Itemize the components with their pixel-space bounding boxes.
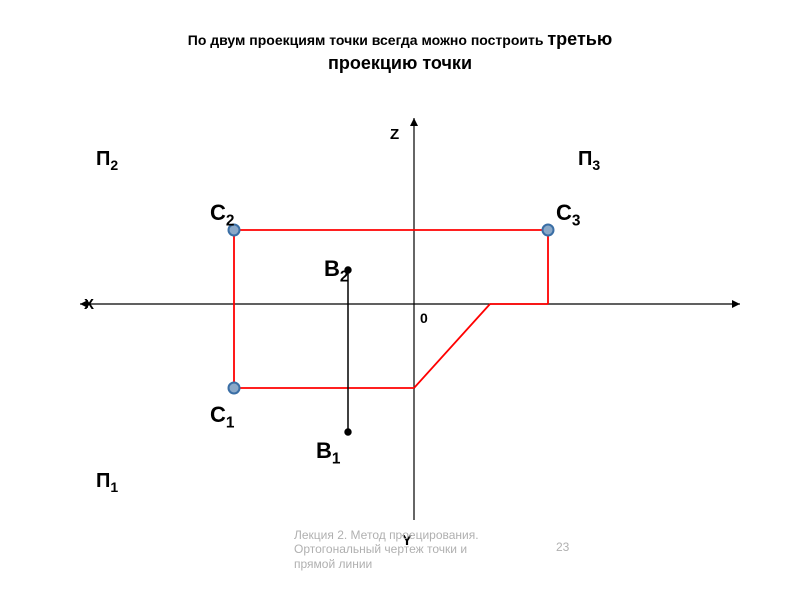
axis-label-z: Z xyxy=(390,126,399,143)
plane-label-p3: П3 xyxy=(578,148,600,173)
projection-diagram xyxy=(0,0,800,600)
footer-line1: Лекция 2. Метод проецирования. xyxy=(294,528,479,542)
plane-label-p2: П2 xyxy=(96,148,118,173)
axis-label-x: X xyxy=(84,296,94,313)
footer-caption: Лекция 2. Метод проецирования. Ортогонал… xyxy=(294,528,479,571)
point-label-b1: B1 xyxy=(316,438,340,468)
footer-line3: прямой линии xyxy=(294,557,372,571)
point-label-b2: B2 xyxy=(324,256,348,286)
point-label-c1: C1 xyxy=(210,402,234,432)
footer-line2: Ортогональный чертеж точки и xyxy=(294,542,467,556)
page-number: 23 xyxy=(556,540,569,554)
point-label-c3: C3 xyxy=(556,200,580,230)
origin-label: 0 xyxy=(420,310,428,326)
plane-label-p1: П1 xyxy=(96,470,118,495)
point-label-c2: C2 xyxy=(210,200,234,230)
diagram-stage: По двум проекциям точки всегда можно пос… xyxy=(0,0,800,600)
